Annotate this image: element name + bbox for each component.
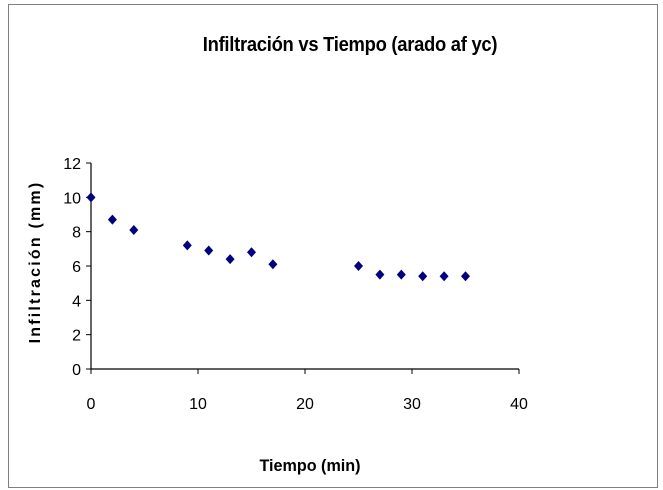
x-axis-title: Tiempo (min) xyxy=(259,456,361,475)
x-tick-label: 20 xyxy=(296,396,314,413)
y-tick-label: 2 xyxy=(72,328,81,345)
data-point xyxy=(268,259,278,270)
data-point xyxy=(225,254,235,265)
data-point xyxy=(129,224,139,235)
data-point xyxy=(107,214,117,225)
data-point xyxy=(461,271,470,282)
axes xyxy=(90,163,519,370)
x-tick-label: 10 xyxy=(189,396,207,413)
y-ticks: 0 2 4 6 8 10 12 xyxy=(63,156,91,379)
x-ticks: 0 10 20 30 40 xyxy=(87,369,528,413)
y-tick-label: 10 xyxy=(63,190,81,207)
data-points xyxy=(86,192,470,282)
y-tick-label: 4 xyxy=(72,293,81,310)
y-tick-label: 0 xyxy=(72,362,81,379)
data-point xyxy=(204,245,214,256)
data-point xyxy=(396,269,406,280)
data-point xyxy=(418,271,428,282)
chart-title: Infiltración vs Tiempo (arado af yc) xyxy=(202,34,498,56)
data-point xyxy=(86,192,96,203)
y-tick-label: 8 xyxy=(72,225,81,242)
y-tick-label: 12 xyxy=(63,156,81,173)
x-tick-label: 40 xyxy=(510,396,528,413)
data-point xyxy=(354,261,363,271)
data-point xyxy=(247,247,256,258)
y-tick-label: 6 xyxy=(72,259,81,276)
data-point xyxy=(375,269,385,280)
x-tick-label: 30 xyxy=(403,396,421,413)
x-tick-label: 0 xyxy=(87,396,96,413)
data-point xyxy=(182,240,192,251)
chart-area xyxy=(8,4,658,488)
data-point xyxy=(439,271,449,282)
